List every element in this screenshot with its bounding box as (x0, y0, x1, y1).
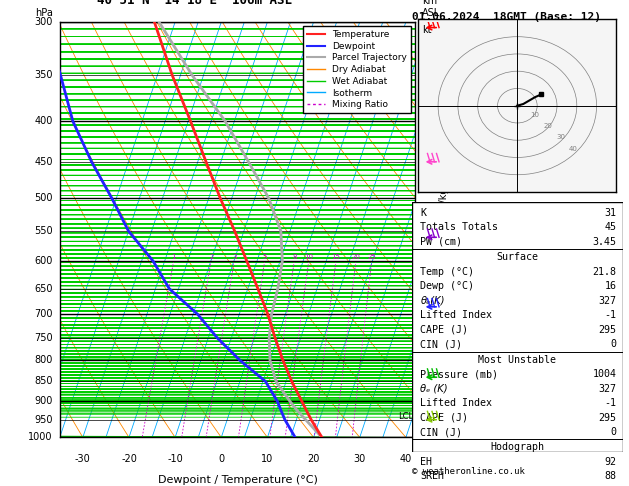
Text: Pressure (mb): Pressure (mb) (420, 369, 498, 379)
Text: Totals Totals: Totals Totals (420, 223, 498, 232)
Text: CAPE (J): CAPE (J) (420, 325, 469, 335)
Text: 10: 10 (261, 454, 274, 464)
Text: 450: 450 (34, 157, 53, 167)
Text: km
ASL: km ASL (422, 0, 440, 17)
Text: θₑ(K): θₑ(K) (420, 296, 445, 306)
Text: 295: 295 (598, 325, 616, 335)
Text: 900: 900 (34, 396, 53, 406)
Text: 650: 650 (34, 284, 53, 294)
Text: Dewp (°C): Dewp (°C) (420, 281, 474, 291)
Text: 92: 92 (604, 457, 616, 467)
Text: 3: 3 (422, 309, 428, 319)
Legend: Temperature, Dewpoint, Parcel Trajectory, Dry Adiabat, Wet Adiabat, Isotherm, Mi: Temperature, Dewpoint, Parcel Trajectory… (303, 26, 411, 113)
Text: 8: 8 (292, 254, 297, 260)
Text: 4: 4 (422, 256, 428, 266)
Text: -30: -30 (75, 454, 91, 464)
Text: 1004: 1004 (593, 369, 616, 379)
Text: 8: 8 (422, 70, 428, 80)
Text: hPa: hPa (35, 8, 53, 17)
Text: 7: 7 (422, 116, 428, 126)
Text: 700: 700 (34, 309, 53, 319)
Text: 20: 20 (543, 123, 552, 129)
Text: 15: 15 (331, 254, 340, 260)
Text: PW (cm): PW (cm) (420, 237, 462, 247)
Text: Lifted Index: Lifted Index (420, 310, 493, 320)
Text: 0: 0 (610, 427, 616, 437)
Text: 40°51'N  14°18'E  106m ASL: 40°51'N 14°18'E 106m ASL (97, 0, 292, 7)
Text: 0: 0 (610, 339, 616, 349)
Text: 1000: 1000 (28, 433, 53, 442)
Text: 5: 5 (422, 226, 428, 236)
Text: 327: 327 (598, 296, 616, 306)
Text: 31: 31 (604, 208, 616, 218)
Text: 01.06.2024  18GMT (Base: 12): 01.06.2024 18GMT (Base: 12) (412, 12, 601, 22)
Text: 0: 0 (218, 454, 225, 464)
Text: K: K (420, 208, 426, 218)
Text: 1: 1 (172, 254, 176, 260)
Text: 40: 40 (400, 454, 412, 464)
Text: -10: -10 (167, 454, 183, 464)
Text: CIN (J): CIN (J) (420, 427, 462, 437)
FancyBboxPatch shape (412, 202, 623, 452)
Text: 1: 1 (422, 396, 428, 406)
Text: 20: 20 (308, 454, 320, 464)
Text: 2: 2 (422, 355, 428, 365)
Text: 950: 950 (34, 415, 53, 425)
Text: 295: 295 (598, 413, 616, 423)
Text: CAPE (J): CAPE (J) (420, 413, 469, 423)
Text: 30: 30 (556, 134, 565, 140)
Text: 750: 750 (34, 333, 53, 343)
Text: 3: 3 (232, 254, 237, 260)
Text: 327: 327 (598, 383, 616, 394)
Text: 88: 88 (604, 471, 616, 482)
Text: -20: -20 (121, 454, 137, 464)
Text: Lifted Index: Lifted Index (420, 398, 493, 408)
Text: 5: 5 (263, 254, 267, 260)
Text: 45: 45 (604, 223, 616, 232)
Text: θₑ (K): θₑ (K) (420, 383, 448, 394)
Text: 3.45: 3.45 (593, 237, 616, 247)
Text: 500: 500 (34, 193, 53, 203)
Text: -1: -1 (604, 310, 616, 320)
Text: 6: 6 (422, 157, 428, 167)
Text: 10: 10 (530, 112, 539, 118)
Text: 2: 2 (209, 254, 213, 260)
Text: -1: -1 (604, 398, 616, 408)
Text: 300: 300 (34, 17, 53, 27)
Text: 800: 800 (34, 355, 53, 365)
Text: Dewpoint / Temperature (°C): Dewpoint / Temperature (°C) (157, 475, 318, 485)
Text: EH: EH (420, 457, 432, 467)
Text: 40: 40 (569, 146, 578, 152)
Text: 10: 10 (304, 254, 313, 260)
Text: 850: 850 (34, 376, 53, 386)
Text: 21.8: 21.8 (593, 267, 616, 277)
Text: CIN (J): CIN (J) (420, 339, 462, 349)
Text: 600: 600 (34, 256, 53, 266)
Text: 16: 16 (604, 281, 616, 291)
Text: © weatheronline.co.uk: © weatheronline.co.uk (412, 467, 525, 476)
Text: 400: 400 (34, 116, 53, 126)
Text: 25: 25 (367, 254, 376, 260)
Text: 30: 30 (353, 454, 366, 464)
Text: Mixing Ratio (g/kg): Mixing Ratio (g/kg) (438, 184, 448, 276)
Text: 350: 350 (34, 70, 53, 80)
Text: LCL: LCL (398, 412, 413, 421)
Text: Hodograph: Hodograph (491, 442, 544, 452)
Text: Surface: Surface (496, 252, 538, 262)
Text: Temp (°C): Temp (°C) (420, 267, 474, 277)
Text: 20: 20 (352, 254, 360, 260)
Text: SREH: SREH (420, 471, 445, 482)
Text: 550: 550 (34, 226, 53, 236)
Text: Most Unstable: Most Unstable (478, 355, 557, 364)
Text: kt: kt (422, 25, 431, 35)
